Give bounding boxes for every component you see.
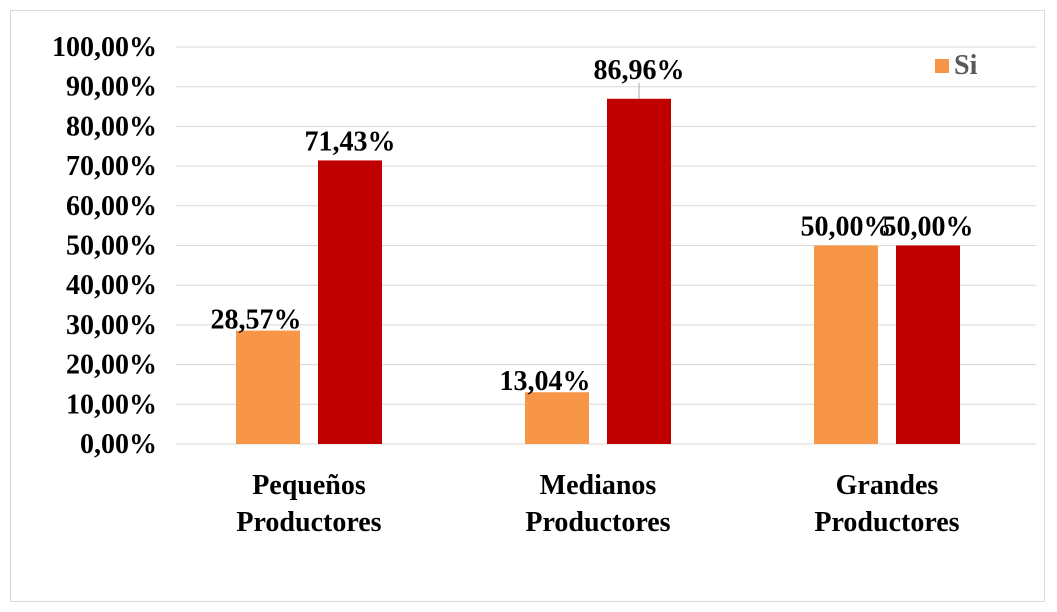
y-tick-label: 20,00%: [66, 350, 157, 381]
category-label: Productores: [236, 507, 381, 538]
y-tick-label: 70,00%: [66, 151, 157, 182]
y-tick-label: 60,00%: [66, 191, 157, 222]
y-tick-label: 90,00%: [66, 72, 157, 103]
y-tick-label: 50,00%: [66, 231, 157, 262]
bar-series-1-1[interactable]: [236, 330, 300, 444]
data-label: 28,57%: [211, 305, 302, 336]
bar-series-2-3[interactable]: [896, 245, 960, 445]
data-label: 50,00%: [883, 212, 974, 243]
category-label: Grandes: [836, 470, 939, 501]
y-tick-label: 0,00%: [80, 429, 157, 460]
y-tick-label: 100,00%: [52, 32, 157, 63]
y-tick-label: 80,00%: [66, 111, 157, 142]
bar-series-2-1[interactable]: [318, 160, 382, 444]
legend-swatch: [935, 59, 949, 73]
category-label: Productores: [525, 507, 670, 538]
data-label: 71,43%: [305, 126, 396, 157]
y-tick-label: 10,00%: [66, 389, 157, 420]
bar-series-1-2[interactable]: [525, 392, 589, 444]
category-label: Medianos: [540, 470, 657, 501]
bar-series-2-2[interactable]: [607, 98, 671, 444]
data-label: 13,04%: [500, 366, 591, 397]
legend-label: Si: [954, 50, 978, 81]
chart-frame: 0,00% 10,00% 20,00% 30,00% 40,00% 50,00% 60,00…: [10, 10, 1045, 602]
y-tick-label: 40,00%: [66, 270, 157, 301]
data-label: 86,96%: [594, 55, 685, 86]
y-tick-label: 30,00%: [66, 310, 157, 341]
data-label: 50,00%: [801, 212, 892, 243]
category-label: Productores: [814, 507, 959, 538]
bar-series-1-3[interactable]: [814, 245, 878, 445]
bar-chart: 0,00% 10,00% 20,00% 30,00% 40,00% 50,00% 60,00…: [52, 32, 1036, 538]
category-label: Pequeños: [252, 470, 366, 501]
